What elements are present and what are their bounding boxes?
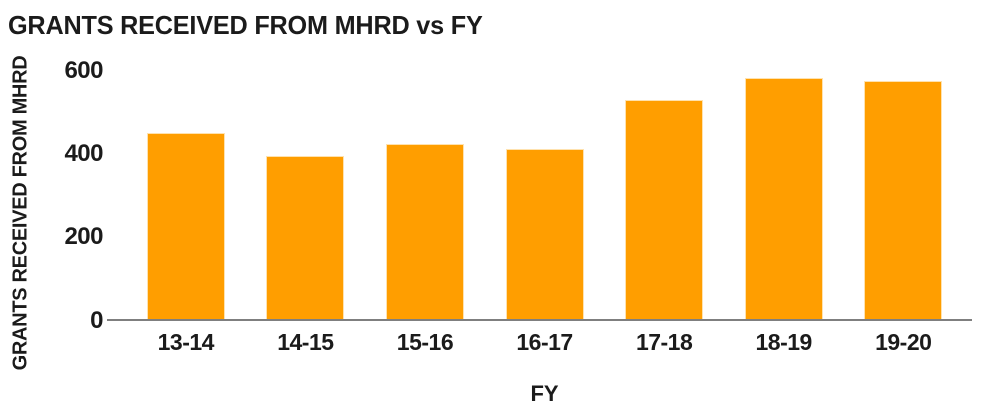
bar-slot	[724, 70, 844, 320]
x-tick-label: 14-15	[277, 329, 334, 355]
bar-16-17	[505, 149, 584, 320]
x-axis-line	[107, 319, 972, 321]
bar-slot	[843, 70, 963, 320]
bar-14-15	[266, 155, 345, 320]
bar-slot	[246, 70, 366, 320]
bar-slot	[365, 70, 485, 320]
y-axis-title: GRANTS RECEIVED FROM MHRD	[9, 55, 32, 371]
bar-17-18	[625, 100, 704, 320]
bar-18-19	[744, 77, 823, 320]
y-tick-label: 200	[64, 223, 103, 251]
chart-title: GRANTS RECEIVED FROM MHRD vs FY	[8, 10, 483, 40]
x-tick-label: 16-17	[516, 329, 573, 355]
x-axis-tick-labels: 13-14 14-15 15-16 16-17 17-18 18-19 19-20	[126, 330, 963, 355]
x-axis-title: FY	[530, 381, 559, 406]
x-tick-label: 19-20	[875, 329, 932, 355]
x-tick-label: 15-16	[396, 329, 454, 355]
bar-13-14	[146, 133, 225, 320]
x-tick-label: 18-19	[755, 329, 813, 355]
y-tick-label: 400	[64, 139, 103, 167]
y-tick-label: 0	[90, 306, 103, 334]
y-tick-label: 600	[64, 56, 103, 84]
bar-19-20	[864, 80, 943, 320]
bar-slot	[485, 70, 605, 320]
x-tick-label: 13-14	[157, 329, 215, 355]
bar-15-16	[385, 144, 464, 320]
x-tick-label: 17-18	[635, 329, 693, 355]
bar-slot	[604, 70, 724, 320]
bar-slot	[126, 70, 246, 320]
plot-area	[126, 70, 963, 320]
